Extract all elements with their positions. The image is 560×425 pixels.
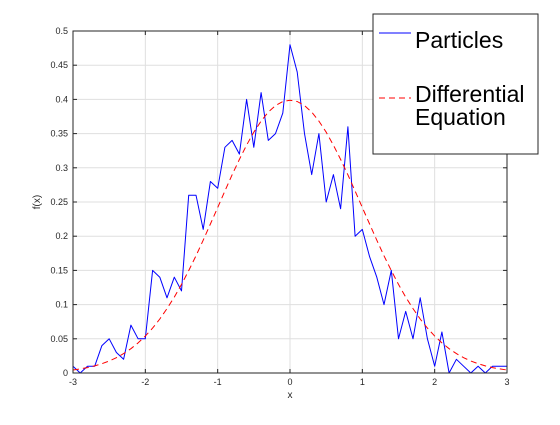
y-tick-label: 0.3 — [55, 163, 68, 173]
x-tick-label: 1 — [360, 377, 365, 387]
y-tick-label: 0.2 — [55, 231, 68, 241]
legend-label: Differential — [415, 81, 525, 107]
legend-label: Equation — [415, 104, 506, 130]
y-tick-label: 0.15 — [50, 265, 68, 275]
y-tick-label: 0.35 — [50, 129, 68, 139]
y-tick-label: 0.25 — [50, 197, 68, 207]
y-tick-label: 0.45 — [50, 60, 68, 70]
series-line-differential-equation — [72, 99, 508, 371]
series-layer — [72, 44, 508, 374]
y-tick-label: 0.5 — [55, 26, 68, 36]
x-tick-label: 3 — [504, 377, 509, 387]
x-tick-label: -2 — [141, 377, 149, 387]
legend-label: Particles — [415, 27, 503, 53]
x-tick-label: -1 — [214, 377, 222, 387]
legend-frame — [372, 13, 539, 155]
series-line-particles — [72, 44, 507, 374]
y-tick-label: 0.1 — [55, 300, 68, 310]
axis-ticks: -3 -2 -1 0 1 2 3 0 0.05 0.1 0.15 0.2 0.25 0.3 0.35 0.4 0… — [50, 26, 509, 387]
y-tick-label: 0.05 — [50, 334, 68, 344]
y-tick-label: 0 — [63, 368, 68, 378]
x-tick-label: -3 — [69, 377, 77, 387]
x-tick-label: 0 — [287, 377, 292, 387]
y-tick-label: 0.4 — [55, 94, 68, 104]
y-axis-label: f(x) — [32, 195, 43, 209]
x-tick-label: 2 — [432, 377, 437, 387]
x-axis-label: x — [288, 390, 293, 401]
